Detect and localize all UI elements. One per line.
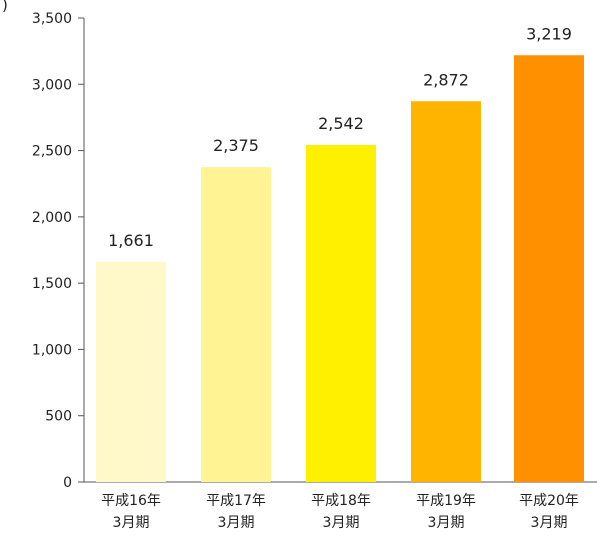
y-tick-label: 1,000 xyxy=(32,342,72,358)
x-category-label: 平成19年 xyxy=(416,493,476,509)
y-tick-label: 1,500 xyxy=(32,276,72,292)
y-tick-label: 2,000 xyxy=(32,210,72,226)
y-tick-label: 3,000 xyxy=(32,77,72,93)
bar xyxy=(96,261,166,482)
x-category-label: 平成17年 xyxy=(206,493,266,509)
y-tick-label: 3,500 xyxy=(32,11,72,27)
x-category-label: 3月期 xyxy=(113,515,150,531)
bar-value-label: 1,661 xyxy=(108,231,154,250)
y-ticks: 0 500 1,000 1,500 2,000 2,500 3,000 3,500 xyxy=(32,11,84,491)
bar xyxy=(306,145,376,483)
x-category-label: 3月期 xyxy=(323,515,360,531)
y-tick-label: 2,500 xyxy=(32,144,72,160)
x-category-label: 平成16年 xyxy=(101,493,161,509)
bar xyxy=(201,167,271,482)
y-axis-label: ) xyxy=(2,0,8,14)
bars xyxy=(96,55,584,483)
x-category-label: 3月期 xyxy=(218,515,255,531)
value-labels: 1,661 2,375 2,542 2,872 3,219 xyxy=(108,24,572,250)
bar-value-label: 2,872 xyxy=(423,70,469,89)
y-tick-label: 500 xyxy=(45,409,72,425)
bar-value-label: 3,219 xyxy=(526,24,572,43)
x-category-label: 平成20年 xyxy=(519,493,579,509)
x-category-label: 3月期 xyxy=(428,515,465,531)
bar-value-label: 2,375 xyxy=(213,136,259,155)
y-tick-label: 0 xyxy=(63,475,72,491)
bar xyxy=(411,101,481,483)
bar-value-label: 2,542 xyxy=(318,114,364,133)
x-category-label: 平成18年 xyxy=(311,493,371,509)
x-labels: 平成16年 3月期 平成17年 3月期 平成18年 3月期 平成19年 3月期 平成20年 3月期 xyxy=(101,493,579,531)
x-category-label: 3月期 xyxy=(531,515,568,531)
bar xyxy=(514,55,584,483)
